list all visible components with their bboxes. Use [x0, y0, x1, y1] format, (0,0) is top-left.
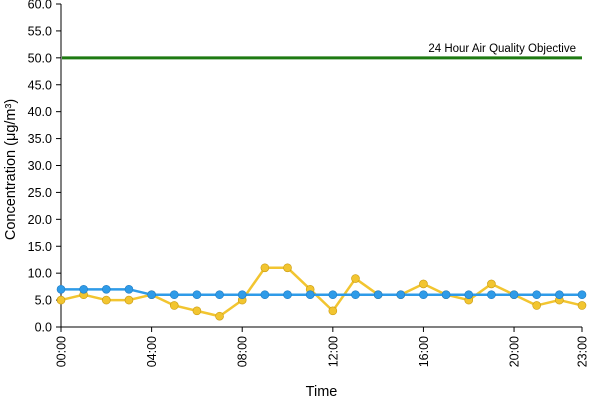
series-2-point — [147, 290, 156, 300]
air-quality-objective-label: 24 Hour Air Quality Objective — [428, 43, 576, 55]
y-axis-title: Concentration (μg/m³) — [3, 99, 19, 240]
series-2-point — [555, 290, 564, 300]
x-tick-label: 16:00 — [417, 336, 431, 367]
series-2-point — [215, 290, 224, 300]
x-tick-label: 12:00 — [326, 336, 340, 367]
y-tick-label: 40.0 — [28, 105, 52, 119]
series-2-point — [373, 290, 383, 300]
y-tick-label: 5.0 — [35, 294, 52, 308]
series-2-point — [487, 290, 496, 300]
series-1-point — [328, 306, 338, 316]
x-tick-label: 00:00 — [55, 336, 69, 367]
series-group — [56, 263, 587, 321]
series-2-point — [509, 290, 519, 300]
series-2-point — [577, 290, 587, 300]
series-1-point — [215, 311, 224, 321]
series-1-point — [283, 263, 292, 273]
series-2-point — [169, 290, 179, 300]
series-2-point — [464, 290, 474, 300]
x-tick-label: 04:00 — [145, 336, 159, 367]
y-tick-label: 25.0 — [28, 186, 52, 200]
series-2 — [56, 285, 587, 300]
series-2-point — [351, 290, 360, 300]
series-2-point — [79, 285, 88, 294]
y-tick-label: 60.0 — [28, 0, 52, 12]
x-axis-ticks: 00:00 04:00 08:00 12:00 16:00 20:00 23:00 — [55, 327, 590, 367]
series-2-point — [124, 285, 134, 294]
y-tick-label: 50.0 — [28, 51, 52, 65]
series-2-point — [56, 285, 66, 294]
y-tick-label: 30.0 — [28, 159, 52, 173]
series-1-point — [419, 279, 428, 289]
series-2-point — [283, 290, 292, 300]
series-1-point — [577, 301, 587, 310]
x-tick-label: 20:00 — [508, 336, 522, 367]
series-1-point — [192, 306, 202, 316]
series-2-point — [192, 290, 202, 300]
y-tick-label: 0.0 — [35, 321, 52, 335]
series-2-point — [441, 290, 451, 300]
series-1-point — [169, 301, 179, 310]
series-2-point — [419, 290, 428, 300]
y-tick-label: 55.0 — [28, 24, 52, 38]
y-tick-label: 35.0 — [28, 132, 52, 146]
series-2-point — [237, 290, 247, 300]
x-tick-label: 08:00 — [236, 336, 250, 367]
y-tick-label: 10.0 — [28, 267, 52, 281]
x-axis-title: Time — [306, 384, 338, 400]
y-tick-label: 15.0 — [28, 240, 52, 254]
series-1-point — [532, 301, 541, 310]
series-1-point — [487, 279, 496, 289]
objective-line-group: 24 Hour Air Quality Objective — [62, 43, 582, 60]
y-axis-ticks: 0.0 5.0 10.0 15.0 20.0 25.0 30.0 35.0 40.0 45.0 50… — [28, 0, 61, 335]
series-1-point — [56, 295, 66, 305]
x-tick-label: 23:00 — [576, 336, 590, 367]
series-1-point — [102, 295, 111, 305]
series-2-point — [305, 290, 315, 300]
series-2-point — [260, 290, 270, 300]
series-2-point — [396, 290, 406, 300]
series-2-point — [102, 285, 111, 294]
series-1-point — [124, 295, 134, 305]
series-2-point — [532, 290, 541, 300]
series-1-point — [260, 263, 270, 273]
series-1-point — [351, 274, 360, 283]
series-2-point — [328, 290, 338, 300]
y-tick-label: 45.0 — [28, 78, 52, 92]
y-tick-label: 20.0 — [28, 213, 52, 227]
